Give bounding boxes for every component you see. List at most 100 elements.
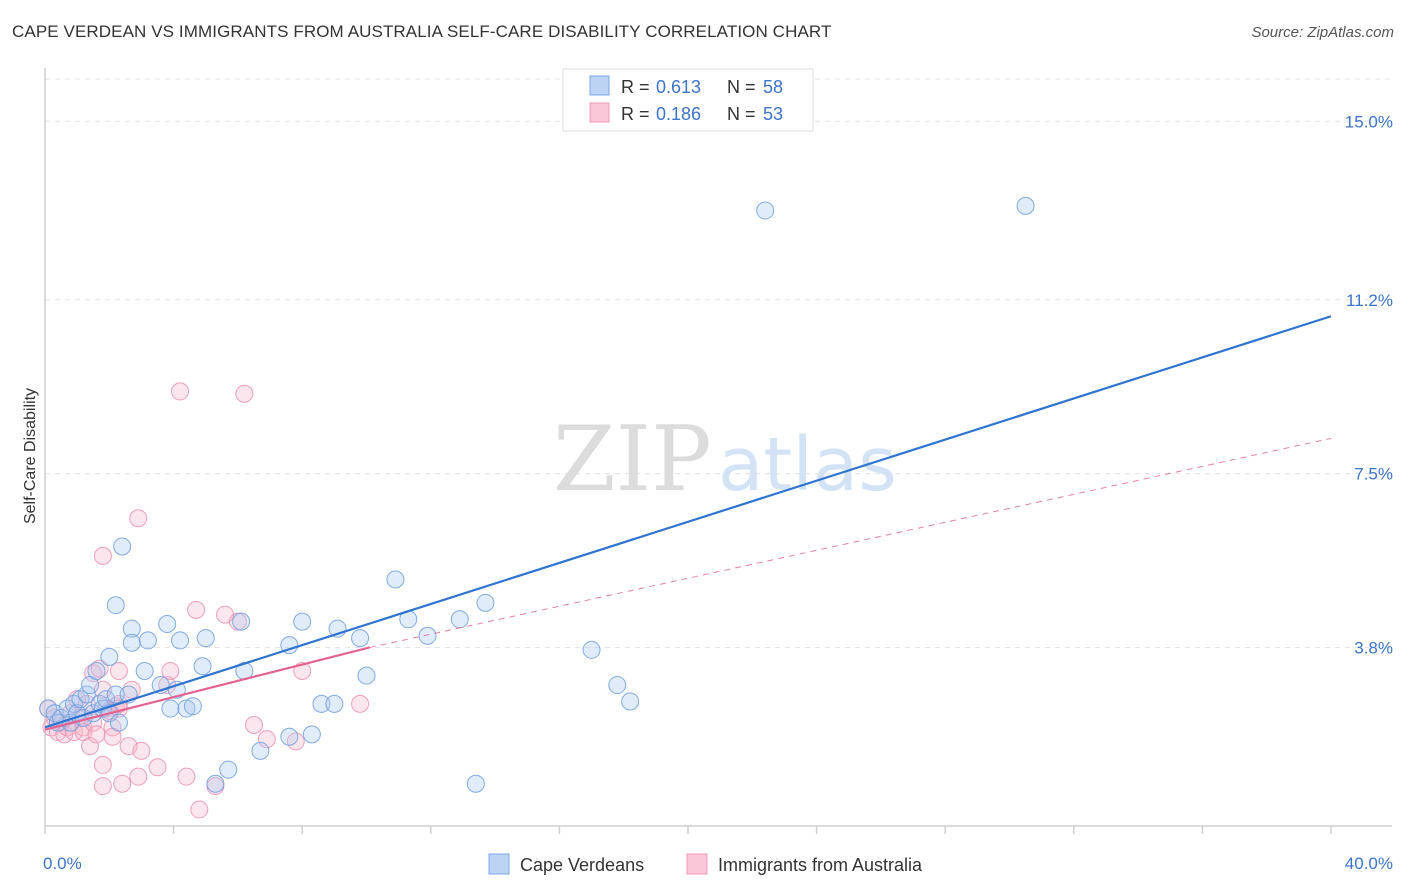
watermark-atlas: atlas xyxy=(718,422,897,508)
immigrants-from-australia-point-31 xyxy=(113,774,132,793)
cape-verdeans-point-13 xyxy=(87,661,106,680)
immigrants-from-australia-point-21 xyxy=(93,755,112,774)
immigrants-from-australia-point-48 xyxy=(244,715,263,734)
cape-verdeans-point-35 xyxy=(193,657,212,676)
cape-verdeans-point-32 xyxy=(171,631,190,650)
immigrants-from-australia-point-47 xyxy=(235,384,254,403)
cape-verdeans-point-58 xyxy=(608,676,627,695)
cape-verdeans-point-22 xyxy=(106,596,125,615)
cape-verdeans-point-29 xyxy=(158,614,177,633)
legend-n-label-pink: N = xyxy=(727,104,761,124)
cape-verdeans-point-44 xyxy=(293,612,312,631)
cape-verdeans-point-43 xyxy=(280,727,299,746)
cape-verdeans-point-18 xyxy=(106,685,125,704)
trend-line-cape-verdeans xyxy=(44,315,1332,729)
cape-verdeans-point-46 xyxy=(312,694,331,713)
immigrants-from-australia-point-25 xyxy=(103,718,122,737)
series-legend-swatch-blue xyxy=(488,853,510,875)
watermark-zip: ZIP xyxy=(553,407,712,512)
y-tick-labels: 3.8% 7.5% 11.2% 15.0% xyxy=(1345,112,1393,657)
y-tick-label-1: 7.5% xyxy=(1354,465,1393,484)
cape-verdeans-point-54 xyxy=(450,610,469,629)
immigrants-from-australia-point-34 xyxy=(129,509,148,528)
cape-verdeans-point-53 xyxy=(418,626,437,645)
cape-verdeans-point-55 xyxy=(466,774,485,793)
immigrants-from-australia-point-14 xyxy=(81,737,100,756)
cape-verdeans-point-61 xyxy=(1016,196,1035,215)
cape-verdeans-point-8 xyxy=(71,690,90,709)
cape-verdeans-point-34 xyxy=(183,697,202,716)
immigrants-from-australia-point-50 xyxy=(286,732,305,751)
cape-verdeans-point-41 xyxy=(251,741,270,760)
legend-n-label-blue: N = xyxy=(727,77,761,97)
cape-verdeans-point-51 xyxy=(386,570,405,589)
cape-verdeans-point-25 xyxy=(122,633,141,652)
cape-verdeans-point-24 xyxy=(122,619,141,638)
cape-verdeans-point-21 xyxy=(100,647,119,666)
legend-r-value-pink: 0.186 xyxy=(656,104,701,124)
legend-r-label-pink: R = xyxy=(621,104,655,124)
cape-verdeans-point-19 xyxy=(109,713,128,732)
immigrants-from-australia-point-40 xyxy=(171,382,190,401)
cape-verdeans-point-56 xyxy=(476,593,495,612)
trend-lines xyxy=(44,315,1332,731)
x-tick-label-min: 0.0% xyxy=(43,854,82,873)
gridlines xyxy=(45,78,1392,648)
immigrants-from-australia-point-16 xyxy=(84,664,103,683)
cape-verdeans-point-10 xyxy=(77,685,96,704)
chart-title: CAPE VERDEAN VS IMMIGRANTS FROM AUSTRALI… xyxy=(12,22,832,41)
immigrants-from-australia-point-49 xyxy=(257,730,276,749)
immigrants-from-australia-point-37 xyxy=(148,758,167,777)
cape-verdeans-point-37 xyxy=(206,774,225,793)
immigrants-from-australia-point-36 xyxy=(132,741,151,760)
watermark: ZIP atlas xyxy=(553,407,897,512)
cape-verdeans-point-4 xyxy=(58,699,77,718)
cape-verdeans-point-60 xyxy=(756,201,775,220)
cape-verdeans-point-0 xyxy=(39,699,58,718)
x-tick-marks xyxy=(44,826,1332,834)
trend-line-immigrants-from-australia xyxy=(44,646,370,731)
legend-n-value-pink: 53 xyxy=(763,104,783,124)
cape-verdeans-point-57 xyxy=(582,640,601,659)
y-tick-label-2: 11.2% xyxy=(1346,291,1393,310)
cape-verdeans-point-6 xyxy=(64,694,83,713)
y-axis-label: Self-Care Disability xyxy=(22,388,39,524)
immigrants-from-australia-point-41 xyxy=(177,767,196,786)
cape-verdeans-point-50 xyxy=(357,666,376,685)
chart-source: Source: ZipAtlas.com xyxy=(1251,24,1394,41)
immigrants-from-australia-point-17 xyxy=(87,725,106,744)
immigrants-from-australia-point-39 xyxy=(161,661,180,680)
legend-r-label-blue: R = xyxy=(621,77,655,97)
immigrants-from-australia-point-42 xyxy=(187,600,206,619)
immigrants-from-australia-point-52 xyxy=(351,694,370,713)
legend-r-value-blue: 0.613 xyxy=(656,77,701,97)
cape-verdeans-point-47 xyxy=(325,694,344,713)
legend-swatch-blue xyxy=(589,75,610,96)
immigrants-from-australia-point-23 xyxy=(93,546,112,565)
cape-verdeans-point-27 xyxy=(138,631,157,650)
immigrants-from-australia-point-30 xyxy=(109,661,128,680)
cape-verdeans-point-30 xyxy=(161,699,180,718)
stats-legend: R = 0.613 N = 58 R = 0.186 N = 53 xyxy=(562,68,814,132)
cape-verdeans-point-26 xyxy=(135,661,154,680)
cape-verdeans-point-38 xyxy=(219,760,238,779)
cape-verdeans-point-45 xyxy=(302,725,321,744)
series-legend-swatch-pink xyxy=(686,853,708,875)
legend-swatch-pink xyxy=(589,102,610,123)
immigrants-from-australia-point-22 xyxy=(93,777,112,796)
cape-verdeans-point-49 xyxy=(351,629,370,648)
y-tick-label-3: 15.0% xyxy=(1345,112,1393,131)
immigrants-from-australia-point-18 xyxy=(90,659,109,678)
series-legend: Cape Verdeans Immigrants from Australia xyxy=(488,853,923,875)
immigrants-from-australia-point-43 xyxy=(190,800,209,819)
y-tick-label-0: 3.8% xyxy=(1354,638,1393,657)
cape-verdeans-point-39 xyxy=(232,612,251,631)
cape-verdeans-point-23 xyxy=(113,537,132,556)
trend-line-immigrants-from-australia-extension xyxy=(369,437,1332,648)
series-legend-label-blue: Cape Verdeans xyxy=(520,855,644,875)
immigrants-from-australia-point-35 xyxy=(129,767,148,786)
series-immigrants-from-australia xyxy=(39,382,370,819)
cape-verdeans-point-36 xyxy=(196,629,215,648)
x-tick-label-max: 40.0% xyxy=(1345,854,1393,873)
